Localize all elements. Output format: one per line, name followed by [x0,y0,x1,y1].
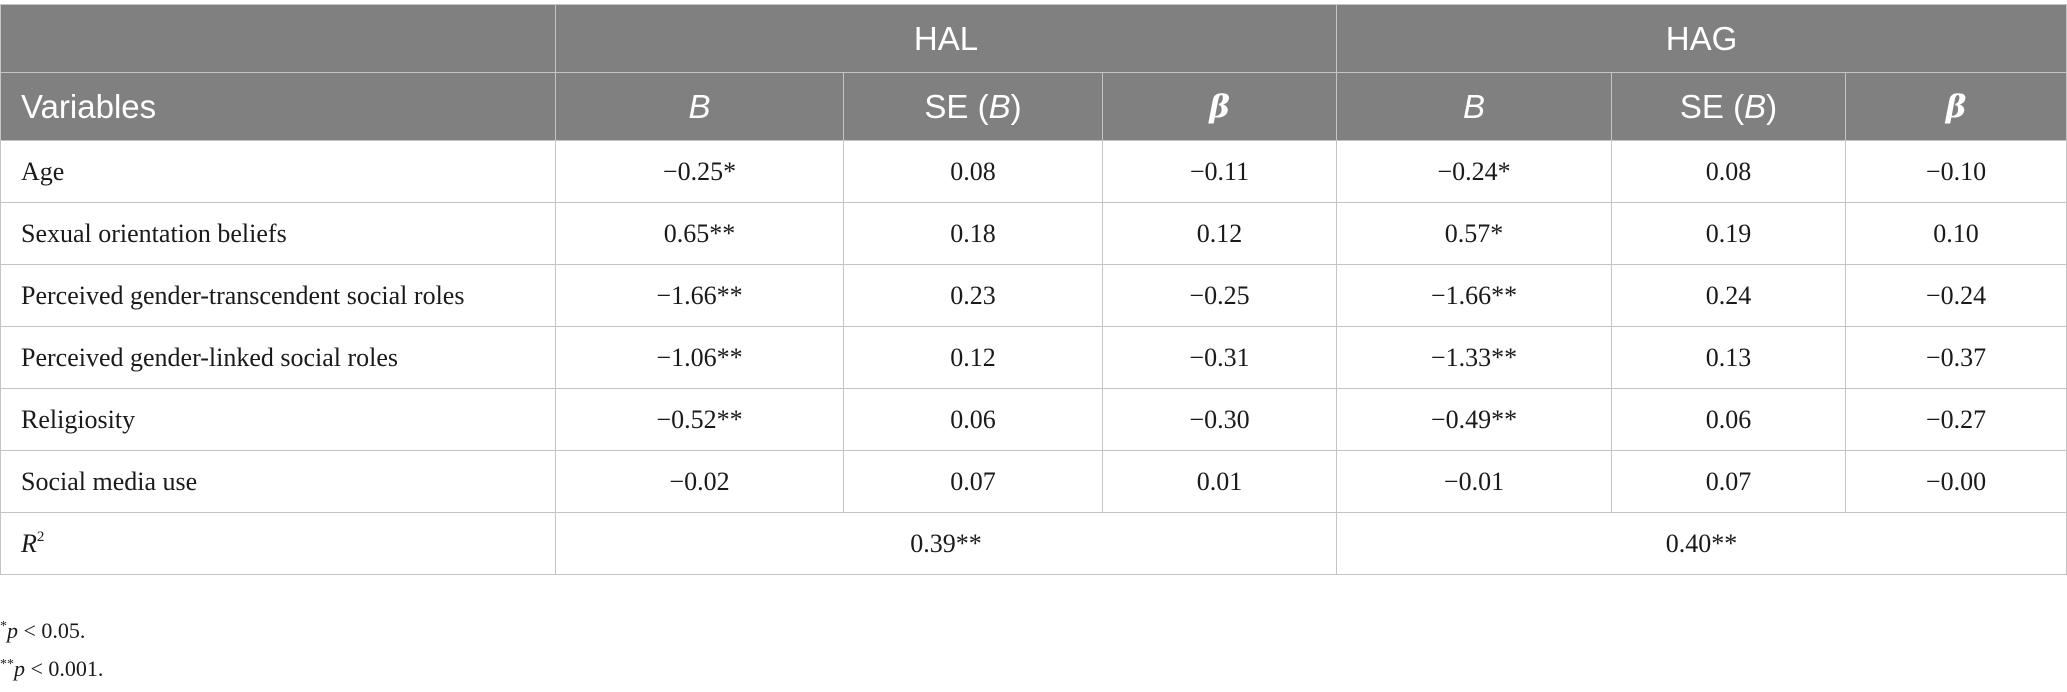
column-header-row: Variables B SE (B) β B SE (B) β [0,72,2067,141]
cell-hal-se: 0.12 [843,326,1103,389]
group-header-hal: HAL [555,4,1337,73]
row-label: Age [0,140,556,203]
cell-hag-b: −1.66** [1336,264,1612,327]
r-letter: R [21,528,37,558]
cell-hag-se: 0.08 [1611,140,1846,203]
row-label: Religiosity [0,388,556,451]
cell-hal-b: 0.65** [555,202,844,265]
cell-hag-beta: −0.24 [1845,264,2067,327]
header-hag-se: SE (B) [1611,72,1846,141]
cell-hag-b: −1.33** [1336,326,1612,389]
footnote-p: p [14,656,25,681]
cell-hag-b: −0.49** [1336,388,1612,451]
cell-hal-se: 0.07 [843,450,1103,513]
cell-hal-beta: −0.25 [1102,264,1337,327]
footnote-stars: * [0,619,7,634]
se-prefix: SE ( [924,87,989,125]
header-hal-se: SE (B) [843,72,1103,141]
cell-hag-se: 0.19 [1611,202,1846,265]
r-superscript: 2 [36,528,45,545]
cell-hag-b: −0.01 [1336,450,1612,513]
header-hag-beta: β [1845,72,2067,141]
cell-hag-b: −0.24* [1336,140,1612,203]
se-suffix: ) [1766,87,1778,125]
cell-hal-se: 0.06 [843,388,1103,451]
footnote: **p < 0.001. [0,650,103,688]
cell-hal-beta: 0.12 [1102,202,1337,265]
cell-hal-beta: 0.01 [1102,450,1337,513]
cell-hal-se: 0.18 [843,202,1103,265]
footnote-text: < 0.05. [18,618,86,643]
table-row: Perceived gender-transcendent social rol… [0,264,2067,327]
cell-hag-beta: −0.00 [1845,450,2067,513]
cell-hal-b: −1.06** [555,326,844,389]
cell-hag-beta: −0.37 [1845,326,2067,389]
r-squared-label: R2 [0,512,556,575]
footnote: *p < 0.05. [0,612,103,650]
cell-hal-beta: −0.31 [1102,326,1337,389]
cell-hal-se: 0.23 [843,264,1103,327]
row-label: Perceived gender-transcendent social rol… [0,264,556,327]
cell-hag-beta: −0.10 [1845,140,2067,203]
cell-hag-se: 0.07 [1611,450,1846,513]
cell-hal-b: −1.66** [555,264,844,327]
footnote-text: < 0.001. [25,656,104,681]
cell-hal-b: −0.02 [555,450,844,513]
se-suffix: ) [1010,87,1022,125]
header-hal-b: B [555,72,844,141]
cell-hag-beta: −0.27 [1845,388,2067,451]
table-row: Sexual orientation beliefs 0.65** 0.18 0… [0,202,2067,265]
cell-hag-se: 0.13 [1611,326,1846,389]
header-hag-b: B [1336,72,1612,141]
table-row: Social media use −0.02 0.07 0.01 −0.01 0… [0,450,2067,513]
table-row: Religiosity −0.52** 0.06 −0.30 −0.49** 0… [0,388,2067,451]
row-label: Social media use [0,450,556,513]
footnote-stars: ** [0,657,14,672]
group-header-hag: HAG [1336,4,2067,73]
header-hal-beta: β [1102,72,1337,141]
cell-hal-b: −0.52** [555,388,844,451]
cell-hal-se: 0.08 [843,140,1103,203]
group-header-row: HAL HAG [0,4,2067,73]
header-variables: Variables [0,72,556,141]
cell-hag-se: 0.24 [1611,264,1846,327]
row-label: Sexual orientation beliefs [0,202,556,265]
se-b: B [1744,87,1767,125]
cell-hag-b: 0.57* [1336,202,1612,265]
cell-hag-se: 0.06 [1611,388,1846,451]
empty-header-cell [0,4,556,73]
se-prefix: SE ( [1679,87,1745,125]
cell-hal-b: −0.25* [555,140,844,203]
se-b: B [988,87,1011,125]
row-label: Perceived gender-linked social roles [0,326,556,389]
r-squared-row: R2 0.39** 0.40** [0,512,2067,575]
footnote-p: p [7,618,18,643]
table-row: Age −0.25* 0.08 −0.11 −0.24* 0.08 −0.10 [0,140,2067,203]
cell-hal-beta: −0.30 [1102,388,1337,451]
cell-hag-beta: 0.10 [1845,202,2067,265]
table-row: Perceived gender-linked social roles −1.… [0,326,2067,389]
r-squared-hag: 0.40** [1336,512,2067,575]
cell-hal-beta: −0.11 [1102,140,1337,203]
r-squared-hal: 0.39** [555,512,1337,575]
regression-table: HAL HAG Variables B SE (B) β B SE (B) β … [0,4,2067,575]
table-footnotes: *p < 0.05. **p < 0.001. [0,612,103,688]
